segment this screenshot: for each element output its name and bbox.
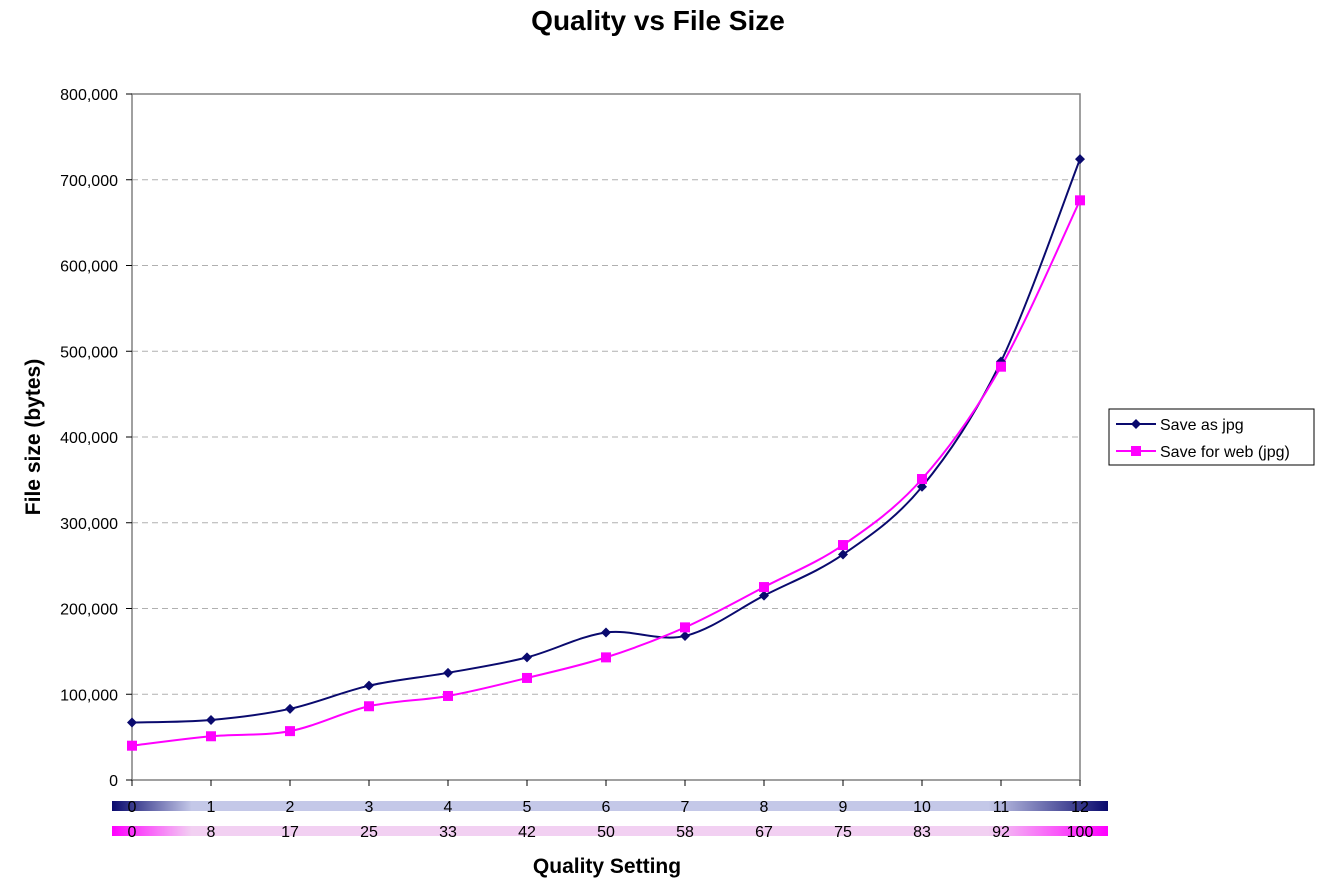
legend-marker-jpg: [1131, 419, 1141, 429]
series-lines: [127, 154, 1085, 751]
x-tick-label-web: 25: [360, 824, 378, 841]
data-point-jpg: [364, 680, 374, 691]
data-point-jpg: [443, 667, 453, 678]
x-tick-label-web: 75: [834, 824, 852, 841]
x-tick-label-web: 8: [207, 824, 216, 841]
data-point-web: [285, 726, 295, 737]
x-tick-label-jpg: 1: [207, 799, 216, 816]
data-point-web: [680, 622, 690, 633]
x-axis-band-web: [112, 826, 1108, 836]
y-tick-label: 100,000: [60, 687, 118, 704]
x-tick-label-jpg: 4: [444, 799, 453, 816]
y-tick-label: 0: [109, 773, 118, 790]
data-point-web: [759, 582, 769, 593]
x-tick-label-jpg: 11: [993, 799, 1010, 816]
x-tick-label-web: 50: [597, 824, 615, 841]
data-point-jpg: [522, 652, 532, 663]
y-tick-label: 700,000: [60, 173, 118, 190]
data-point-jpg: [917, 481, 927, 492]
data-point-web: [917, 474, 927, 485]
legend-label-web: Save for web (jpg): [1160, 444, 1290, 461]
data-point-jpg: [601, 627, 611, 638]
x-tick-label-jpg: 12: [1071, 799, 1089, 816]
data-point-web: [127, 740, 137, 751]
y-tick-label: 800,000: [60, 87, 118, 104]
legend-label-jpg: Save as jpg: [1160, 417, 1244, 434]
legend: Save as jpg Save for web (jpg): [1108, 408, 1315, 466]
x-tick-label-web: 92: [992, 824, 1010, 841]
x-tick-label-web: 67: [755, 824, 773, 841]
y-tick-label: 300,000: [60, 516, 118, 533]
x-axis-title: Quality Setting: [533, 855, 681, 878]
x-tick-label-web: 0: [128, 824, 137, 841]
data-point-web: [996, 361, 1006, 372]
x-tick-label-web: 58: [676, 824, 694, 841]
y-tick-label: 600,000: [60, 259, 118, 276]
x-tick-label-web: 33: [439, 824, 457, 841]
data-point-jpg: [206, 714, 216, 725]
x-tick-label-jpg: 7: [681, 799, 690, 816]
x-axis-band-jpg: [112, 801, 1108, 811]
data-point-jpg: [838, 549, 848, 560]
data-point-web: [601, 652, 611, 663]
data-point-web: [364, 701, 374, 712]
x-tick-label-jpg: 0: [128, 799, 137, 816]
x-tick-label-jpg: 6: [602, 799, 611, 816]
x-tick-label-jpg: 3: [365, 799, 374, 816]
x-tick-label-jpg: 5: [523, 799, 532, 816]
data-point-web: [206, 731, 216, 742]
data-point-jpg: [680, 630, 690, 641]
data-point-web: [522, 672, 532, 683]
gridlines: [132, 179, 1080, 695]
series-line-web: [131, 199, 1081, 747]
legend-marker-web: [1131, 446, 1141, 456]
y-tick-label: 200,000: [60, 602, 118, 619]
legend-box: [1108, 408, 1315, 466]
data-point-jpg: [127, 717, 137, 728]
y-axis-title: File size (bytes): [22, 359, 45, 515]
x-tick-label-jpg: 10: [913, 799, 931, 816]
series-line-jpg: [131, 158, 1081, 724]
x-axis-web: 0 8 17 25 33 42 50 58 67 75 83 92 100: [128, 824, 1094, 841]
x-tick-label-jpg: 8: [760, 799, 769, 816]
x-tick-label-web: 100: [1067, 824, 1094, 841]
data-point-jpg: [1075, 154, 1085, 165]
y-axis: 0 100,000 200,000 300,000 400,000 500,000 600,…: [60, 87, 132, 790]
x-tick-label-jpg: 9: [839, 799, 848, 816]
data-point-web: [1075, 195, 1085, 206]
x-tick-label-web: 83: [913, 824, 931, 841]
y-tick-label: 500,000: [60, 344, 118, 361]
chart-title: Quality vs File Size: [531, 5, 785, 36]
data-point-jpg: [759, 590, 769, 601]
data-point-jpg: [285, 703, 295, 714]
x-tick-label-web: 17: [281, 824, 299, 841]
x-tick-label-jpg: 2: [286, 799, 295, 816]
data-point-web: [838, 540, 848, 551]
x-axis-jpg: 0 1 2 3 4 5 6 7 8 9 10 11 12: [128, 780, 1089, 816]
y-tick-label: 400,000: [60, 430, 118, 447]
data-point-web: [443, 690, 453, 701]
x-tick-label-web: 42: [518, 824, 536, 841]
